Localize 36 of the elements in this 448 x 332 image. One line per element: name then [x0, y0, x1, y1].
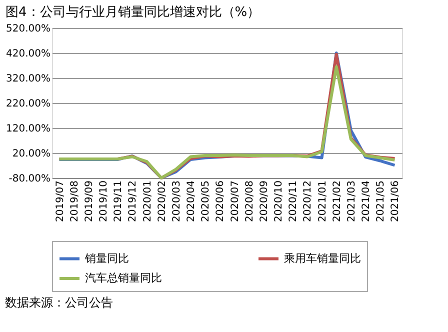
- x-tick-label: 2020/10: [274, 180, 285, 222]
- legend-label: 销量同比: [84, 252, 129, 265]
- x-tick-label: 2019/12: [128, 180, 139, 222]
- x-tick-label: 2020/11: [288, 180, 300, 222]
- y-tick-label: -80.00%: [8, 174, 50, 184]
- x-tick-label: 2020/04: [186, 180, 198, 222]
- y-tick-label: 220.00%: [6, 98, 50, 110]
- chart-title: 图4：公司与行业月销量同比增速对比（%）: [6, 5, 260, 20]
- source-note: 数据来源：公司公告: [5, 296, 114, 310]
- legend-label: 汽车总销量同比: [85, 272, 162, 284]
- x-tick-label: 2019/11: [113, 180, 124, 222]
- x-tick-label: 2020/05: [200, 180, 212, 222]
- x-tick-label: 2021/01: [317, 180, 328, 222]
- x-tick-label: 2021/05: [376, 180, 387, 222]
- x-tick-label: 2021/04: [361, 180, 372, 222]
- x-tick-label: 2020/07: [230, 180, 241, 222]
- x-tick-label: 2020/03: [171, 180, 182, 222]
- y-tick-label: 120.00%: [6, 124, 50, 134]
- y-tick-label: 320.00%: [6, 74, 50, 84]
- x-tick-label: 2020/01: [142, 180, 154, 222]
- x-tick-label: 2020/12: [302, 180, 314, 222]
- y-tick-label: 20.00%: [12, 148, 50, 160]
- x-tick-label: 2020/02: [156, 180, 168, 222]
- x-tick-label: 2020/08: [244, 180, 256, 222]
- x-tick-label: 2019/09: [84, 180, 95, 222]
- x-tick-label: 2021/03: [346, 180, 358, 222]
- x-tick-label: 2021/06: [390, 180, 402, 222]
- x-tick-label: 2020/06: [215, 180, 226, 222]
- x-tick-label: 2020/09: [258, 180, 270, 222]
- legend-label: 乘用车销量同比: [284, 252, 361, 265]
- x-tick-label: 2019/07: [54, 180, 66, 222]
- x-tick-label: 2019/10: [98, 180, 110, 222]
- y-tick-label: 420.00%: [6, 48, 50, 60]
- x-tick-label: 2019/08: [69, 180, 80, 222]
- x-tick-label: 2021/02: [332, 180, 343, 222]
- y-tick-label: 520.00%: [6, 24, 50, 34]
